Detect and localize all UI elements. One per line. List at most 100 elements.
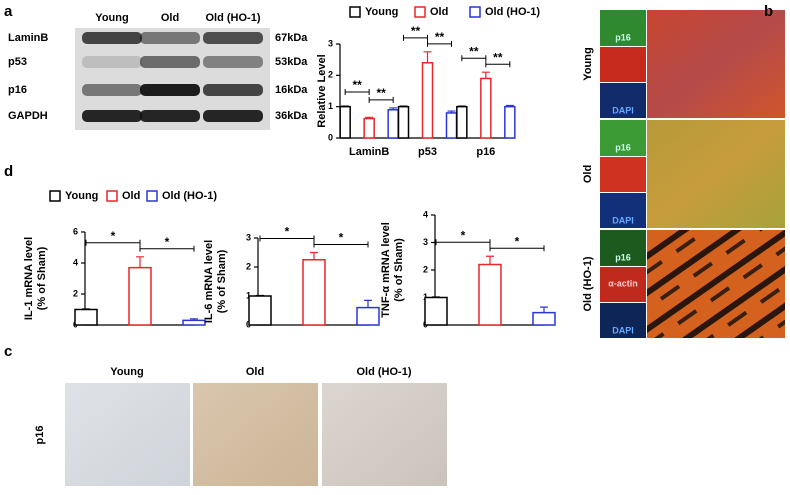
legend-swatch [50,191,60,201]
bar [340,107,350,138]
if-channel: p16 [615,252,631,262]
if-channel: α-actin [608,278,638,288]
y-tick-label: 2 [246,261,251,271]
y-axis-label: TNF-α mRNA level [380,222,392,318]
x-tick-label: LaminB [349,146,389,158]
blot-column: Young [95,12,128,24]
blot-band [140,56,200,68]
significance-label: * [285,225,290,239]
if-channel: DAPI [612,215,634,225]
panel-label: b [764,3,773,20]
y-tick-label: 2 [73,288,78,298]
bar [481,78,491,138]
y-tick-label: 3 [423,237,428,247]
legend-label: Young [65,190,98,202]
significance-label: ** [352,78,362,92]
blot-band [203,56,263,68]
error-bar [482,72,490,78]
blot-band [203,84,263,96]
blot-weight: 53kDa [275,56,308,68]
y-tick-label: 6 [73,226,78,236]
bar [388,110,398,138]
blot-band [140,84,200,96]
x-tick-label: p16 [476,146,495,158]
significance-label: ** [493,50,503,64]
if-channel: DAPI [612,105,634,115]
if-row-label: Old [582,165,594,183]
legend-label: Old [430,6,448,18]
if-images [600,10,785,338]
blot-column: Old (HO-1) [206,12,261,24]
legend-swatch [350,7,360,17]
significance-label: ** [411,24,421,38]
y-axis-label: (% of Sham) [216,249,228,313]
if-row-label: Young [582,47,594,80]
ihc-images [65,383,447,486]
y-axis-label: (% of Sham) [393,238,405,302]
bar [533,313,555,325]
y-tick-label: 1 [328,101,333,111]
error-bar [364,300,372,307]
blot-band [140,110,200,122]
legend-label: Old (HO-1) [162,190,217,202]
blot-band [203,32,263,44]
error-bar [256,295,264,296]
significance-label: * [165,235,170,249]
blot-weight: 36kDa [275,110,308,122]
error-bar [341,106,349,107]
error-bar [400,106,408,107]
bar [129,268,151,325]
y-tick-label: 3 [246,232,251,242]
y-axis-label: IL-1 mRNA level [23,237,35,320]
legend-swatch [470,7,480,17]
significance-label: ** [376,86,386,100]
panel-label: a [4,3,13,20]
blot-band [82,56,142,68]
blot-row-label: GAPDH [8,110,48,122]
bar [479,265,501,326]
bar [457,107,467,138]
significance-label: ** [469,44,479,58]
ihc-column: Old (HO-1) [357,366,412,378]
bar [364,119,374,138]
y-tick-label: 3 [328,38,333,48]
blot-weight: 67kDa [275,32,308,44]
bar [447,113,457,138]
error-bar [486,256,494,264]
blot-band [82,84,142,96]
y-tick-label: 4 [423,209,428,219]
ihc-column: Young [110,366,143,378]
blot-row-label: p16 [8,84,27,96]
error-bar [458,106,466,107]
bar [425,298,447,326]
ihc-row-label: p16 [34,426,46,445]
error-bar [540,307,548,313]
error-bar [136,257,144,268]
y-axis-label: (% of Sham) [36,246,48,310]
blot-row-label: LaminB [8,32,48,44]
if-channel: p16 [615,32,631,42]
significance-label: * [111,229,116,243]
significance-label: ** [435,30,445,44]
bar [399,107,409,138]
bar [357,308,379,325]
blot-band [203,110,263,122]
bar [423,63,433,138]
y-tick-label: 4 [73,257,78,267]
blot-band [82,32,142,44]
bar [505,107,515,138]
error-bar [424,52,432,63]
error-bar [432,297,440,298]
y-tick-label: 0 [328,132,333,142]
blot-band [82,110,142,122]
x-tick-label: p53 [418,146,437,158]
y-axis-label: IL-6 mRNA level [203,240,215,323]
error-bar [310,253,318,260]
bar [249,296,271,325]
if-row-label: Old (HO-1) [582,256,594,311]
legend-swatch [147,191,157,201]
significance-label: * [339,231,344,245]
legend-label: Old [122,190,140,202]
if-channel: p16 [615,142,631,152]
